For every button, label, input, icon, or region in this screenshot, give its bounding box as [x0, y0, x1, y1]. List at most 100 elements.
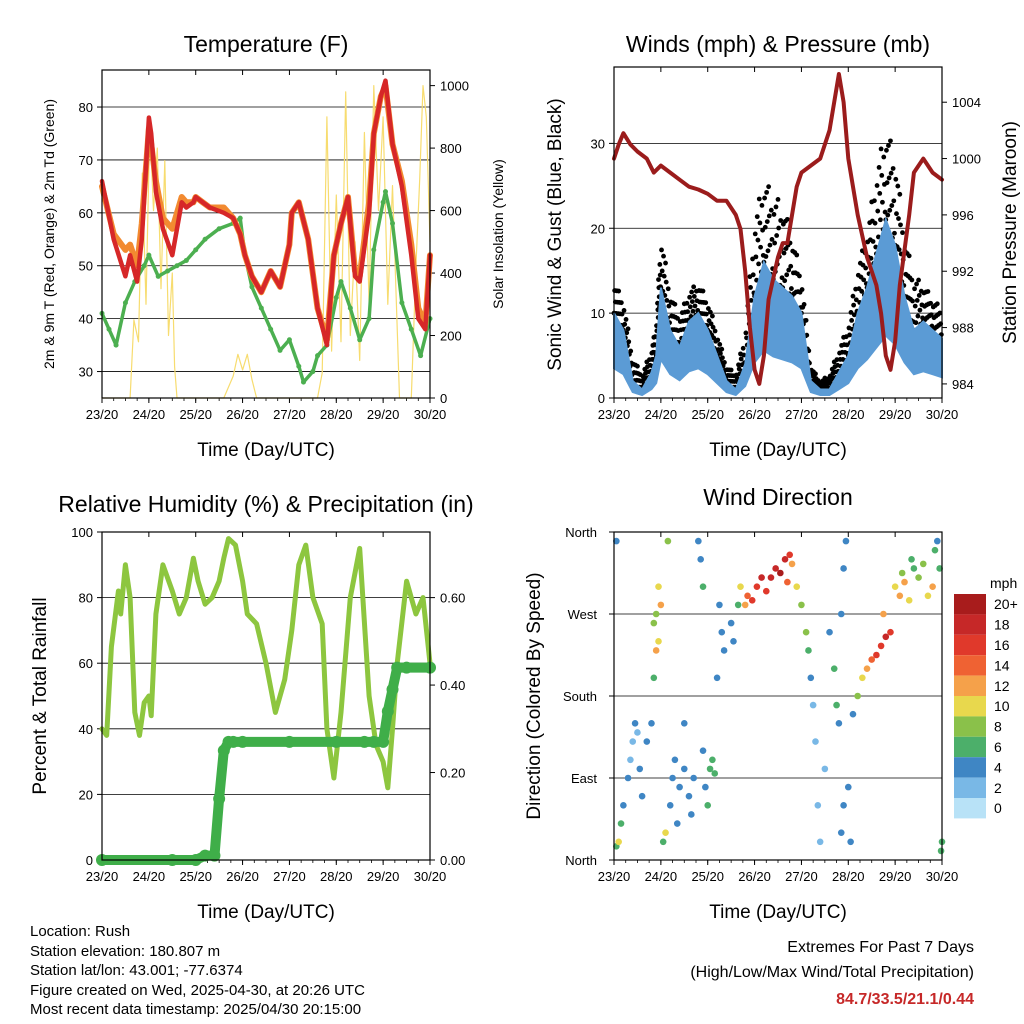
legend-label: 4 [994, 759, 1002, 775]
direction-point [699, 747, 707, 754]
extremes-title: Extremes For Past 7 Days [787, 939, 974, 956]
precip-point [213, 792, 226, 805]
gust-point [755, 237, 761, 243]
y2-tick-label: 996 [952, 208, 974, 223]
gust-point [912, 303, 918, 309]
gust-point [765, 248, 771, 254]
direction-point [936, 565, 943, 572]
gust-point [781, 250, 787, 256]
gust-point [928, 300, 934, 306]
gust-point [848, 310, 854, 315]
gust-point [877, 190, 883, 196]
x-tick-label: 29/20 [367, 869, 400, 884]
legend-swatch [954, 614, 986, 635]
gust-point [872, 220, 878, 226]
direction-point [812, 738, 819, 745]
gust-point [712, 328, 718, 334]
direction-point [671, 756, 679, 764]
gust-point [891, 198, 897, 204]
direction-point [837, 610, 845, 618]
dewpoint-point [106, 326, 112, 332]
y-tick-label: 30 [591, 136, 605, 151]
x-tick-label: 27/20 [273, 407, 306, 422]
direction-point [849, 710, 857, 718]
gust-point [705, 306, 711, 311]
y2-tick-label: 0.40 [440, 678, 465, 693]
gust-point [691, 284, 697, 290]
direction-point [688, 811, 695, 818]
dewpoint-point [380, 199, 386, 205]
direction-point [711, 770, 719, 777]
y2-tick-label: 984 [952, 377, 974, 392]
direction-point [613, 537, 620, 545]
y-tick-label: 100 [71, 525, 93, 540]
dewpoint-point [249, 284, 255, 290]
gust-point [762, 224, 768, 230]
x-tick-label: 29/20 [367, 407, 400, 422]
gust-point [895, 183, 901, 189]
direction-point [648, 720, 655, 727]
direction-point [655, 583, 662, 590]
x-tick-label: 23/20 [86, 869, 119, 884]
x-tick-label: 27/20 [785, 869, 818, 884]
gust-point [766, 184, 772, 190]
y-tick-label: 50 [79, 259, 93, 274]
gust-point [703, 311, 709, 317]
legend-label: 12 [994, 678, 1010, 694]
legend-label: 20+ [994, 596, 1018, 612]
gust-point [876, 164, 882, 170]
gust-point [769, 237, 775, 242]
gust-point [794, 252, 800, 258]
gust-point [707, 309, 713, 315]
direction-point [908, 556, 915, 563]
gust-point [635, 363, 640, 369]
extremes-subtitle: (High/Low/Max Wind/Total Precipitation) [690, 964, 974, 981]
dewpoint-point [333, 294, 339, 300]
direction-point [784, 578, 791, 586]
direction-point [638, 792, 646, 800]
y2-tick-label: 1004 [952, 95, 981, 110]
dewpoint-point [347, 305, 353, 311]
gust-point [886, 143, 891, 148]
gust-point [764, 219, 770, 224]
gust-point [896, 216, 901, 221]
y-tick-label: 0 [86, 853, 93, 868]
gust-point [768, 207, 774, 213]
gust-point [916, 277, 921, 283]
direction-point [664, 537, 672, 545]
y-tick-label: 40 [79, 722, 93, 737]
wind-direction-panel: Wind Direction 23/20 24/20 25/20 26/20 27/20 2… [524, 484, 958, 923]
legend-label: 10 [994, 698, 1010, 714]
wind-band [613, 216, 943, 397]
gust-point [750, 272, 756, 278]
direction-point [699, 583, 707, 590]
direction-point [816, 838, 824, 846]
direction-point [877, 642, 885, 650]
x-tick-label: 24/20 [133, 869, 166, 884]
chart-title: Relative Humidity (%) & Precipitation (i… [58, 491, 473, 517]
legend-label: 6 [994, 739, 1002, 755]
direction-point [847, 838, 854, 846]
dewpoint-point [155, 273, 161, 279]
dewpoint-point [286, 337, 292, 343]
gust-point [626, 339, 632, 345]
gust-point [618, 300, 624, 306]
gust-point [859, 288, 865, 294]
direction-point [748, 597, 756, 604]
gust-point [876, 234, 881, 240]
latlon-text: Station lat/lon: 43.001; -77.6374 [30, 962, 243, 979]
x-tick-label: 26/20 [226, 407, 259, 422]
direction-point [655, 638, 662, 645]
precip-point [400, 661, 413, 674]
gust-point [741, 352, 747, 358]
direction-point [929, 583, 936, 590]
elevation-text: Station elevation: 180.807 m [30, 942, 221, 960]
direction-point [887, 628, 894, 636]
direction-point [690, 774, 697, 782]
direction-point [685, 792, 693, 800]
gust-point [914, 297, 920, 303]
direction-point [753, 583, 761, 590]
direction-point [709, 756, 716, 764]
y-tick-label: 80 [79, 100, 93, 115]
direction-point [652, 647, 660, 654]
